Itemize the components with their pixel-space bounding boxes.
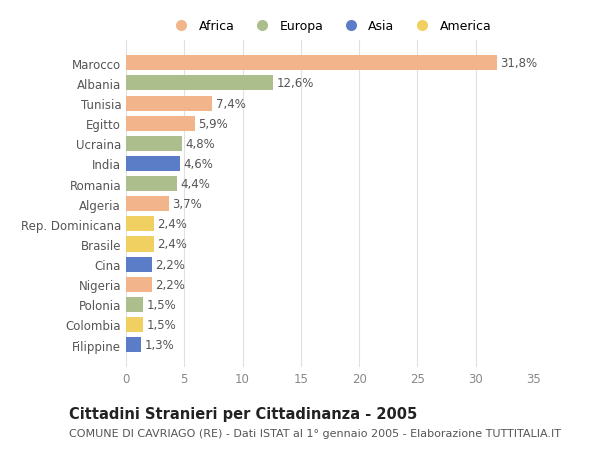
Bar	[126, 56, 497, 71]
Text: 1,3%: 1,3%	[145, 338, 175, 351]
Bar	[126, 177, 177, 192]
Bar	[126, 277, 152, 292]
Bar	[126, 157, 179, 172]
Text: 2,2%: 2,2%	[155, 278, 185, 291]
Text: 12,6%: 12,6%	[277, 77, 314, 90]
Bar	[126, 217, 154, 232]
Text: 7,4%: 7,4%	[216, 97, 245, 110]
Bar	[126, 237, 154, 252]
Bar	[126, 297, 143, 312]
Bar	[126, 337, 141, 353]
Bar	[126, 117, 195, 131]
Bar	[126, 76, 273, 91]
Text: Cittadini Stranieri per Cittadinanza - 2005: Cittadini Stranieri per Cittadinanza - 2…	[69, 406, 417, 421]
Text: 31,8%: 31,8%	[500, 57, 538, 70]
Text: COMUNE DI CAVRIAGO (RE) - Dati ISTAT al 1° gennaio 2005 - Elaborazione TUTTITALI: COMUNE DI CAVRIAGO (RE) - Dati ISTAT al …	[69, 428, 561, 438]
Text: 2,2%: 2,2%	[155, 258, 185, 271]
Bar	[126, 197, 169, 212]
Legend: Africa, Europa, Asia, America: Africa, Europa, Asia, America	[164, 15, 496, 38]
Text: 4,4%: 4,4%	[181, 178, 211, 190]
Text: 4,8%: 4,8%	[185, 138, 215, 151]
Text: 3,7%: 3,7%	[173, 198, 202, 211]
Text: 2,4%: 2,4%	[157, 238, 187, 251]
Text: 1,5%: 1,5%	[147, 318, 177, 331]
Bar	[126, 317, 143, 332]
Bar	[126, 96, 212, 112]
Bar	[126, 136, 182, 151]
Bar	[126, 257, 152, 272]
Text: 1,5%: 1,5%	[147, 298, 177, 311]
Text: 2,4%: 2,4%	[157, 218, 187, 231]
Text: 4,6%: 4,6%	[183, 157, 213, 171]
Text: 5,9%: 5,9%	[198, 118, 228, 130]
